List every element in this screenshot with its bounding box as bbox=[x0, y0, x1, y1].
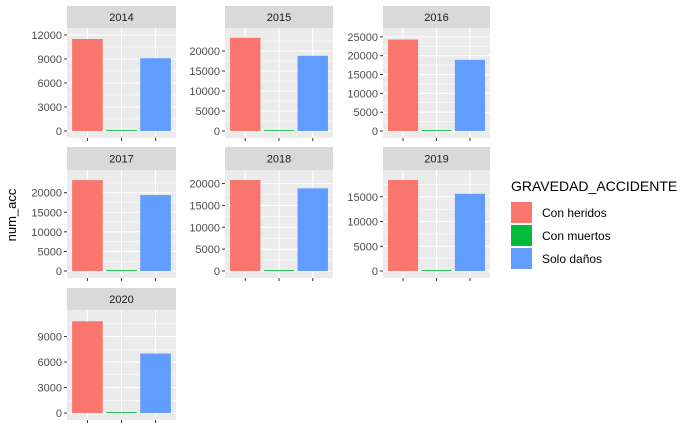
legend-label: Con muertos bbox=[542, 228, 611, 243]
y-tick-label: 6000 bbox=[38, 78, 62, 90]
y-tick-label: 15000 bbox=[189, 66, 220, 78]
facet-strip bbox=[383, 6, 490, 28]
y-tick-label: 20000 bbox=[347, 51, 378, 63]
legend-key-solo-danos bbox=[511, 248, 532, 269]
facet-panel-2016: 2016 0 5000 10000 15000 20000 25000 bbox=[347, 6, 490, 141]
y-tick-label: 15000 bbox=[347, 192, 378, 204]
y-tick-label: 9000 bbox=[38, 54, 62, 66]
y-tick-label: 10000 bbox=[31, 227, 62, 239]
y-tick-label: 5000 bbox=[354, 107, 378, 119]
bar-con-muertos bbox=[106, 412, 137, 413]
y-tick-label: 10000 bbox=[347, 88, 378, 100]
bar-con-muertos bbox=[263, 270, 295, 271]
y-tick-label: 10000 bbox=[189, 222, 220, 234]
y-tick-label: 5000 bbox=[196, 244, 220, 256]
y-tick-label: 20000 bbox=[189, 46, 220, 58]
y-tick-label: 5000 bbox=[196, 106, 220, 118]
facet-strip-label: 2019 bbox=[424, 154, 448, 166]
facet-strip-label: 2014 bbox=[109, 12, 133, 24]
facet-strip bbox=[67, 147, 176, 170]
facet-strip-label: 2017 bbox=[109, 154, 133, 166]
y-tick-label: 20000 bbox=[31, 188, 62, 200]
y-tick-label: 0 bbox=[214, 266, 220, 278]
bar-solo-da-os bbox=[140, 353, 171, 413]
bar-con-muertos bbox=[106, 270, 137, 271]
legend-item-con-muertos: Con muertos bbox=[511, 224, 677, 247]
facet-strip bbox=[225, 6, 333, 28]
y-tick-label: 3000 bbox=[38, 383, 62, 395]
y-tick-label: 10000 bbox=[347, 217, 378, 229]
y-tick-label: 15000 bbox=[189, 200, 220, 212]
bar-con-heridos bbox=[388, 179, 419, 271]
y-tick-label: 0 bbox=[56, 408, 62, 420]
bar-solo-da-os bbox=[140, 195, 171, 271]
y-tick-label: 3000 bbox=[38, 102, 62, 114]
legend-label: Solo daños bbox=[542, 251, 603, 266]
legend: GRAVEDAD_ACCIDENTE Con heridos Con muert… bbox=[511, 178, 677, 270]
y-tick-label: 12000 bbox=[31, 30, 62, 42]
y-tick-label: 0 bbox=[56, 126, 62, 138]
bar-con-muertos bbox=[421, 130, 452, 131]
bar-con-heridos bbox=[230, 180, 261, 271]
legend-key-con-muertos bbox=[511, 225, 532, 246]
facet-panel-2014: 2014 0 3000 6000 9000 12000 bbox=[31, 6, 176, 141]
y-tick-label: 25000 bbox=[347, 32, 378, 44]
bar-con-heridos bbox=[72, 39, 103, 131]
legend-item-solo-danos: Solo daños bbox=[511, 247, 677, 270]
facet-panel-2019: 2019 0 5000 10000 15000 bbox=[347, 147, 490, 281]
legend-title: GRAVEDAD_ACCIDENTE bbox=[511, 178, 678, 194]
facet-panel-2015: 2015 0 5000 10000 15000 20000 bbox=[189, 6, 333, 141]
legend-item-con-heridos: Con heridos bbox=[511, 201, 677, 224]
facet-strip bbox=[67, 288, 176, 310]
facet-panel-2018: 2018 0 5000 10000 15000 20000 bbox=[189, 147, 333, 281]
y-axis-label: num_acc bbox=[4, 188, 19, 241]
y-tick-label: 0 bbox=[56, 266, 62, 278]
legend-label: Con heridos bbox=[542, 205, 607, 220]
y-tick-label: 5000 bbox=[38, 246, 62, 258]
bar-solo-da-os bbox=[297, 55, 328, 131]
y-tick-label: 0 bbox=[372, 266, 378, 278]
bar-con-heridos bbox=[230, 37, 261, 131]
bar-con-heridos bbox=[72, 180, 103, 271]
y-tick-label: 10000 bbox=[189, 86, 220, 98]
bar-con-heridos bbox=[72, 321, 103, 413]
y-tick-label: 5000 bbox=[354, 241, 378, 253]
facet-strip bbox=[383, 147, 490, 170]
bar-solo-da-os bbox=[140, 58, 171, 132]
y-tick-label: 20000 bbox=[189, 179, 220, 191]
y-tick-label: 9000 bbox=[38, 332, 62, 344]
bar-con-muertos bbox=[263, 130, 295, 131]
facet-strip bbox=[225, 147, 333, 170]
bar-solo-da-os bbox=[454, 59, 485, 131]
facet-strip-label: 2015 bbox=[267, 12, 291, 24]
bar-con-heridos bbox=[388, 39, 419, 131]
y-tick-label: 15000 bbox=[31, 207, 62, 219]
y-tick-label: 6000 bbox=[38, 357, 62, 369]
facet-strip bbox=[67, 6, 176, 28]
facet-panel-2020: 2020 0 3000 6000 9000 bbox=[38, 288, 176, 423]
facet-strip-label: 2016 bbox=[424, 12, 448, 24]
legend-key-con-heridos bbox=[511, 202, 532, 223]
y-tick-label: 0 bbox=[214, 126, 220, 138]
bar-solo-da-os bbox=[297, 188, 328, 271]
bar-solo-da-os bbox=[454, 193, 485, 271]
y-tick-label: 15000 bbox=[347, 70, 378, 82]
bar-con-muertos bbox=[106, 130, 137, 131]
facet-panel-2017: 2017 0 5000 10000 15000 20000 bbox=[31, 147, 176, 281]
facet-strip-label: 2018 bbox=[267, 154, 291, 166]
facet-strip-label: 2020 bbox=[109, 294, 133, 306]
bar-con-muertos bbox=[421, 270, 452, 271]
y-tick-label: 0 bbox=[372, 126, 378, 138]
